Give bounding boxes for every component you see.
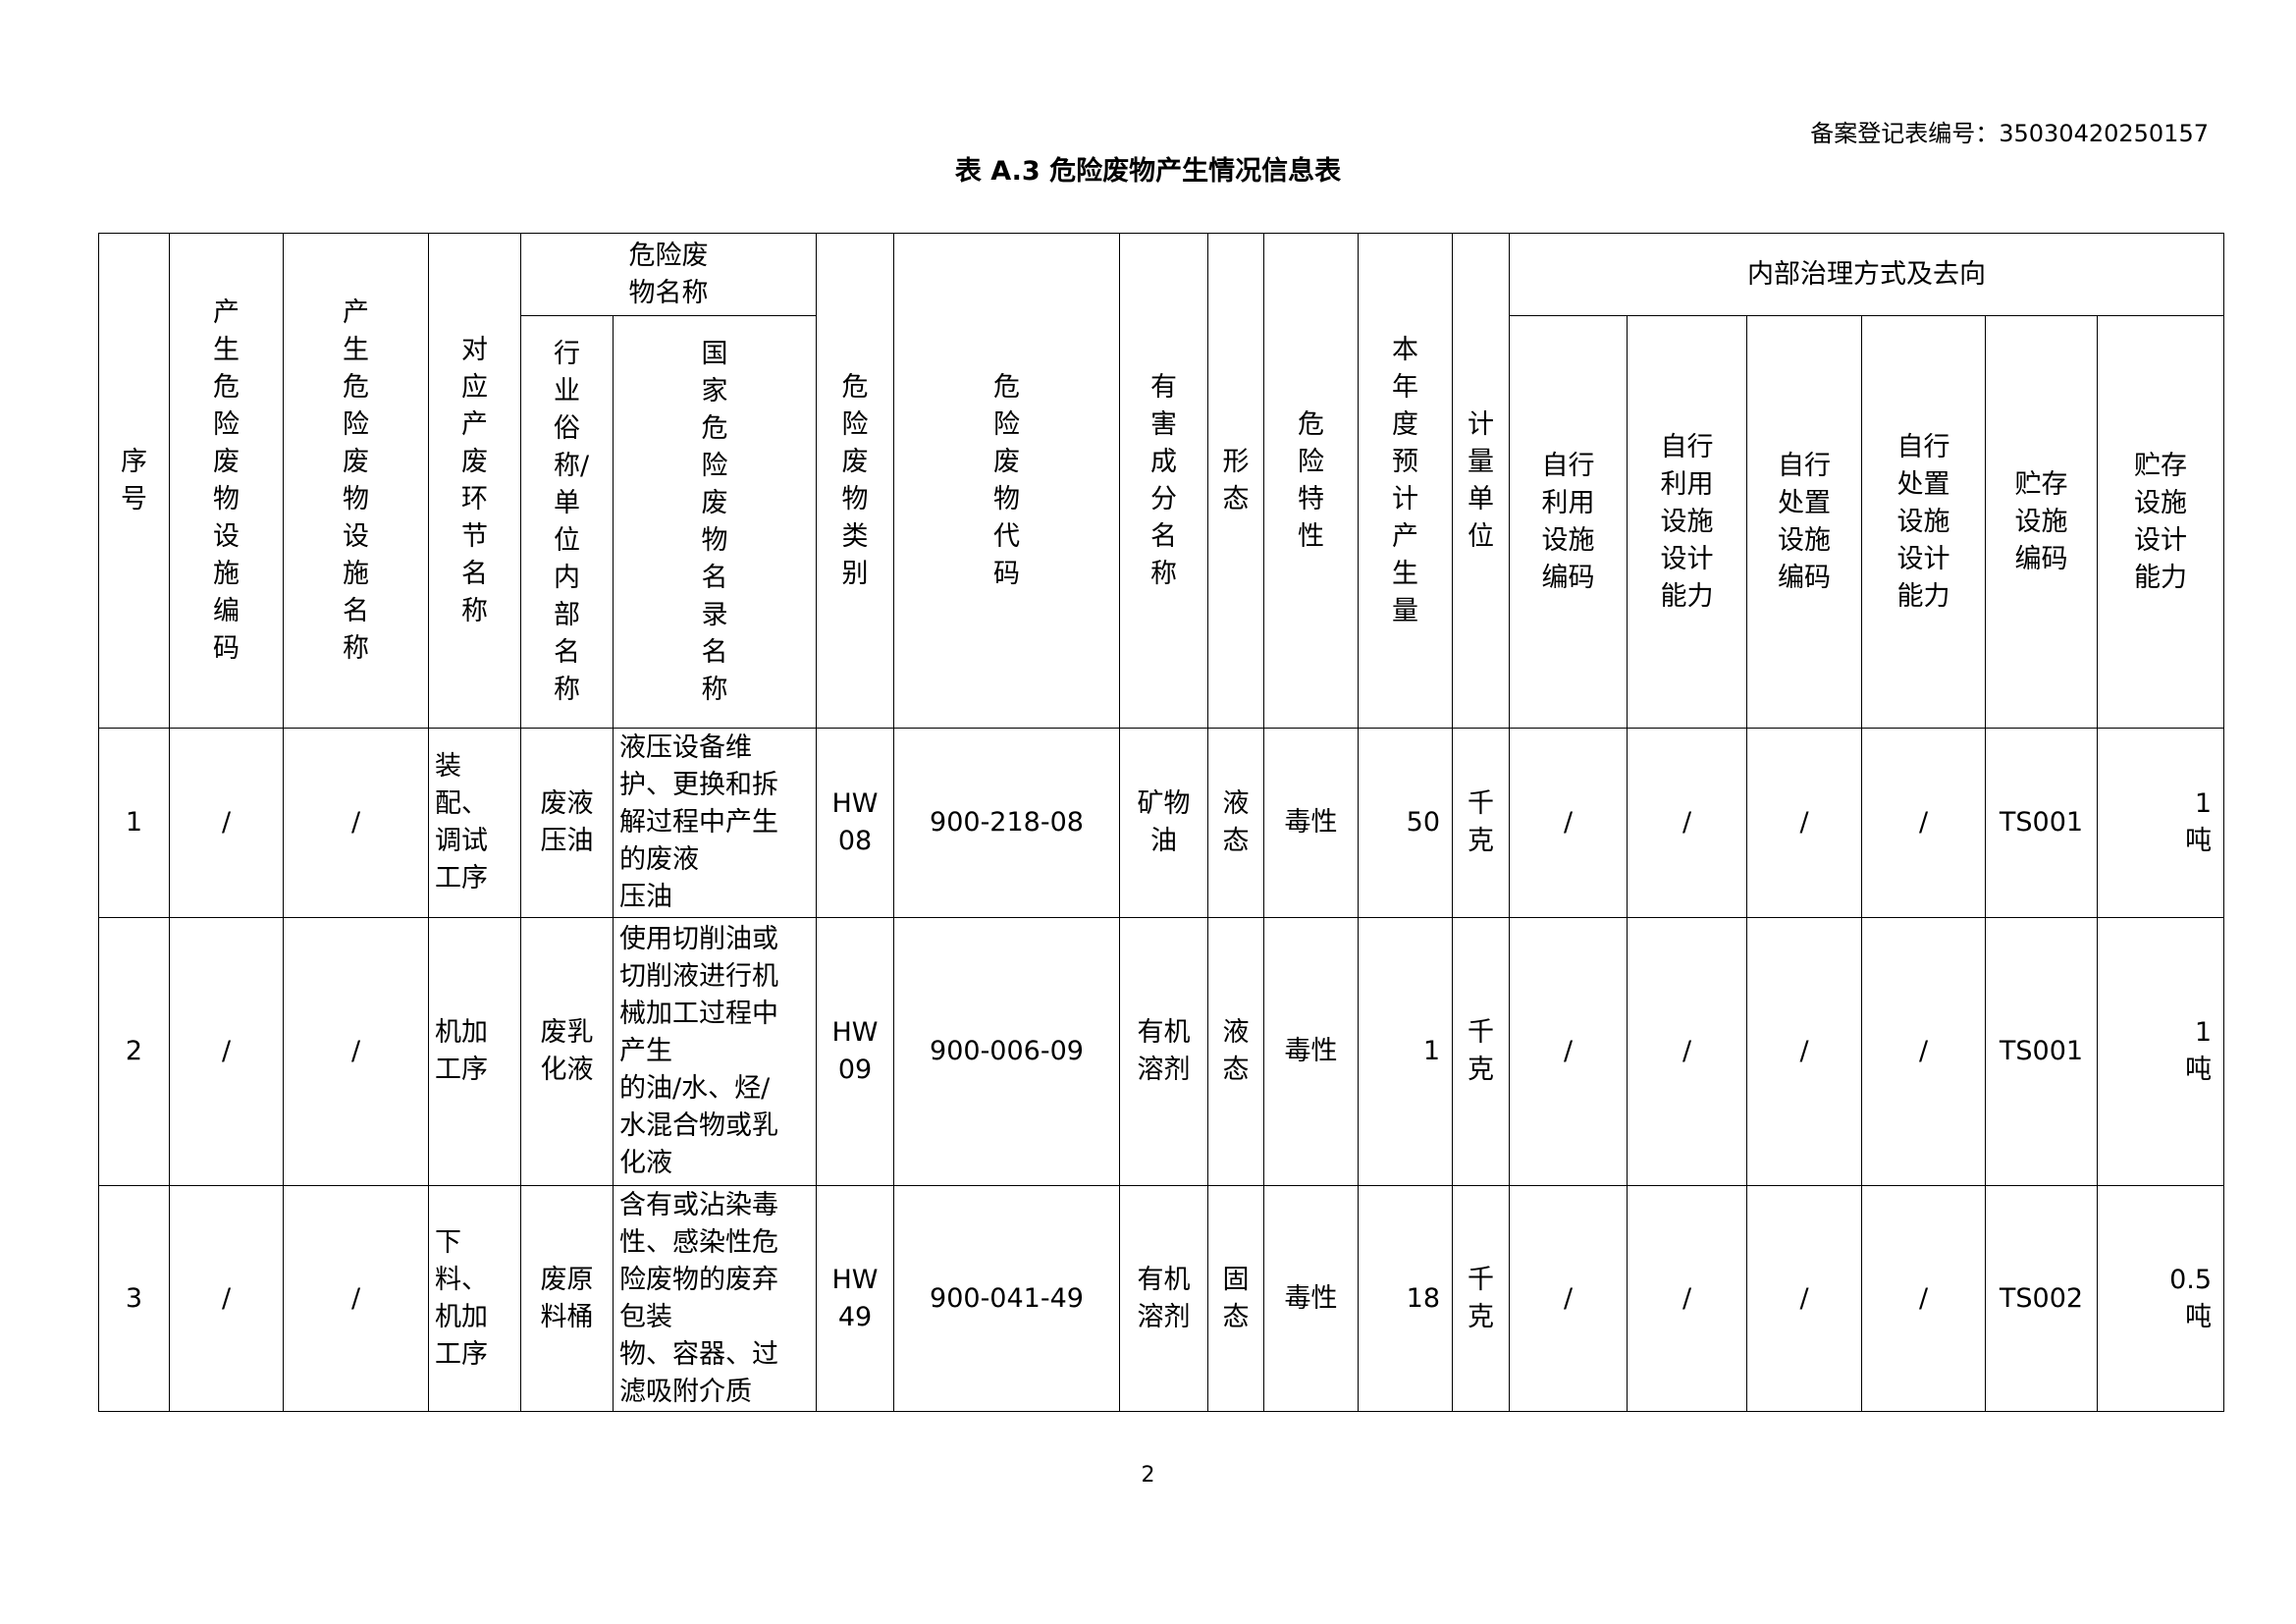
- cell-category: HW 49: [816, 1185, 894, 1412]
- header-self-dispose-capacity: 自行 处置 设施 设计 能力: [1861, 315, 1986, 729]
- cell-form: 固 态: [1207, 1185, 1264, 1412]
- cell-form: 液 态: [1207, 728, 1264, 918]
- cell-property: 毒性: [1263, 917, 1359, 1186]
- header-seq: 序号: [98, 233, 170, 729]
- header-process: 对应产废环节名称: [428, 233, 521, 729]
- cell-facility-name: /: [283, 1185, 429, 1412]
- cell-self-dispose-code: /: [1746, 1185, 1862, 1412]
- page-title: 表 A.3 危险废物产生情况信息表: [954, 156, 1342, 187]
- cell-facility-name: /: [283, 728, 429, 918]
- cell-industry-name: 废乳 化液: [520, 917, 614, 1186]
- cell-self-use-code: /: [1509, 728, 1628, 918]
- header-waste-name-group: 危险废 物名称: [520, 233, 817, 316]
- table-row: 1// 装 配、 调试 工序 废液 压油 液压设备维 护、更换和拆 解过程中产生 的废…: [98, 728, 2225, 918]
- header-industry-name: 行业俗称/单位内部名称: [520, 315, 614, 729]
- cell-industry-name: 废液 压油: [520, 728, 614, 918]
- cell-storage-capacity: 1 吨: [2096, 917, 2225, 1186]
- cell-storage-code: TS001: [1985, 728, 2098, 918]
- cell-self-use-capacity: /: [1627, 1185, 1747, 1412]
- header-unit: 计量单位: [1452, 233, 1510, 729]
- cell-national-name: 使用切削油或 切削液进行机 械加工过程中 产生 的油/水、烃/ 水混合物或乳 化…: [613, 917, 817, 1186]
- header-self-dispose-code: 自行 处置 设施 编码: [1746, 315, 1862, 729]
- cell-self-use-code: /: [1509, 1185, 1628, 1412]
- header-internal-group: 内部治理方式及去向: [1508, 233, 2225, 316]
- cell-self-use-capacity: /: [1627, 917, 1747, 1186]
- header-storage-code: 贮存 设施 编码: [1985, 315, 2098, 729]
- cell-process: 机加 工序: [428, 917, 521, 1186]
- cell-self-use-capacity: /: [1627, 728, 1747, 918]
- cell-industry-name: 废原 料桶: [520, 1185, 614, 1412]
- cell-facility-code: /: [169, 728, 284, 918]
- cell-storage-code: TS001: [1985, 917, 2098, 1186]
- cell-harmful: 有机 溶剂: [1119, 917, 1208, 1186]
- cell-amount: 18: [1358, 1185, 1453, 1412]
- cell-self-dispose-code: /: [1746, 917, 1862, 1186]
- header-national-name: 国家危险废物名录名称: [613, 315, 817, 729]
- cell-storage-code: TS002: [1985, 1185, 2098, 1412]
- cell-property: 毒性: [1263, 728, 1359, 918]
- cell-seq: 1: [98, 728, 170, 918]
- cell-self-dispose-capacity: /: [1861, 728, 1986, 918]
- cell-unit: 千 克: [1452, 917, 1510, 1186]
- cell-category: HW 09: [816, 917, 894, 1186]
- page-number: 2: [1141, 1463, 1155, 1488]
- cell-code: 900-218-08: [893, 728, 1120, 918]
- cell-amount: 50: [1358, 728, 1453, 918]
- header-storage-capacity: 贮存 设施 设计 能力: [2096, 315, 2225, 729]
- header-amount: 本年度预计产生量: [1358, 233, 1453, 729]
- cell-storage-capacity: 0.5 吨: [2096, 1185, 2225, 1412]
- cell-seq: 2: [98, 917, 170, 1186]
- cell-unit: 千 克: [1452, 728, 1510, 918]
- cell-facility-name: /: [283, 917, 429, 1186]
- table-row: 3// 下 料、 机加 工序 废原 料桶 含有或沾染毒 性、感染性危 险废物的废弃 包…: [98, 1185, 2225, 1412]
- cell-harmful: 矿物 油: [1119, 728, 1208, 918]
- registration-number: 备案登记表编号：35030420250157: [1810, 120, 2209, 147]
- cell-facility-code: /: [169, 917, 284, 1186]
- cell-unit: 千 克: [1452, 1185, 1510, 1412]
- cell-self-dispose-code: /: [1746, 728, 1862, 918]
- header-form: 形态: [1207, 233, 1264, 729]
- header-code: 危险废物代码: [893, 233, 1120, 729]
- cell-storage-capacity: 1 吨: [2096, 728, 2225, 918]
- cell-process: 下 料、 机加 工序: [428, 1185, 521, 1412]
- header-facility-name: 产生危险废物设施名称: [283, 233, 429, 729]
- header-property: 危险特性: [1263, 233, 1359, 729]
- header-self-use-code: 自行 利用 设施 编码: [1509, 315, 1628, 729]
- cell-category: HW 08: [816, 728, 894, 918]
- cell-amount: 1: [1358, 917, 1453, 1186]
- cell-property: 毒性: [1263, 1185, 1359, 1412]
- cell-form: 液 态: [1207, 917, 1264, 1186]
- cell-code: 900-006-09: [893, 917, 1120, 1186]
- header-self-use-capacity: 自行 利用 设施 设计 能力: [1627, 315, 1747, 729]
- cell-national-name: 含有或沾染毒 性、感染性危 险废物的废弃 包装 物、容器、过 滤吸附介质: [613, 1185, 817, 1412]
- header-harmful: 有害成分名称: [1119, 233, 1208, 729]
- header-category: 危险废物类别: [816, 233, 894, 729]
- cell-process: 装 配、 调试 工序: [428, 728, 521, 918]
- cell-harmful: 有机 溶剂: [1119, 1185, 1208, 1412]
- cell-facility-code: /: [169, 1185, 284, 1412]
- table-row: 2// 机加 工序 废乳 化液 使用切削油或 切削液进行机 械加工过程中 产生 的油/…: [98, 917, 2225, 1186]
- header-facility-code: 产生危险废物设施编码: [169, 233, 284, 729]
- cell-self-dispose-capacity: /: [1861, 1185, 1986, 1412]
- hazardous-waste-table: 序号 产生危险废物设施编码 产生危险废物设施名称 对应产废环节名称 危险废 物名…: [98, 233, 2225, 1412]
- cell-self-dispose-capacity: /: [1861, 917, 1986, 1186]
- cell-code: 900-041-49: [893, 1185, 1120, 1412]
- cell-self-use-code: /: [1509, 917, 1628, 1186]
- cell-seq: 3: [98, 1185, 170, 1412]
- cell-national-name: 液压设备维 护、更换和拆 解过程中产生 的废液 压油: [613, 728, 817, 918]
